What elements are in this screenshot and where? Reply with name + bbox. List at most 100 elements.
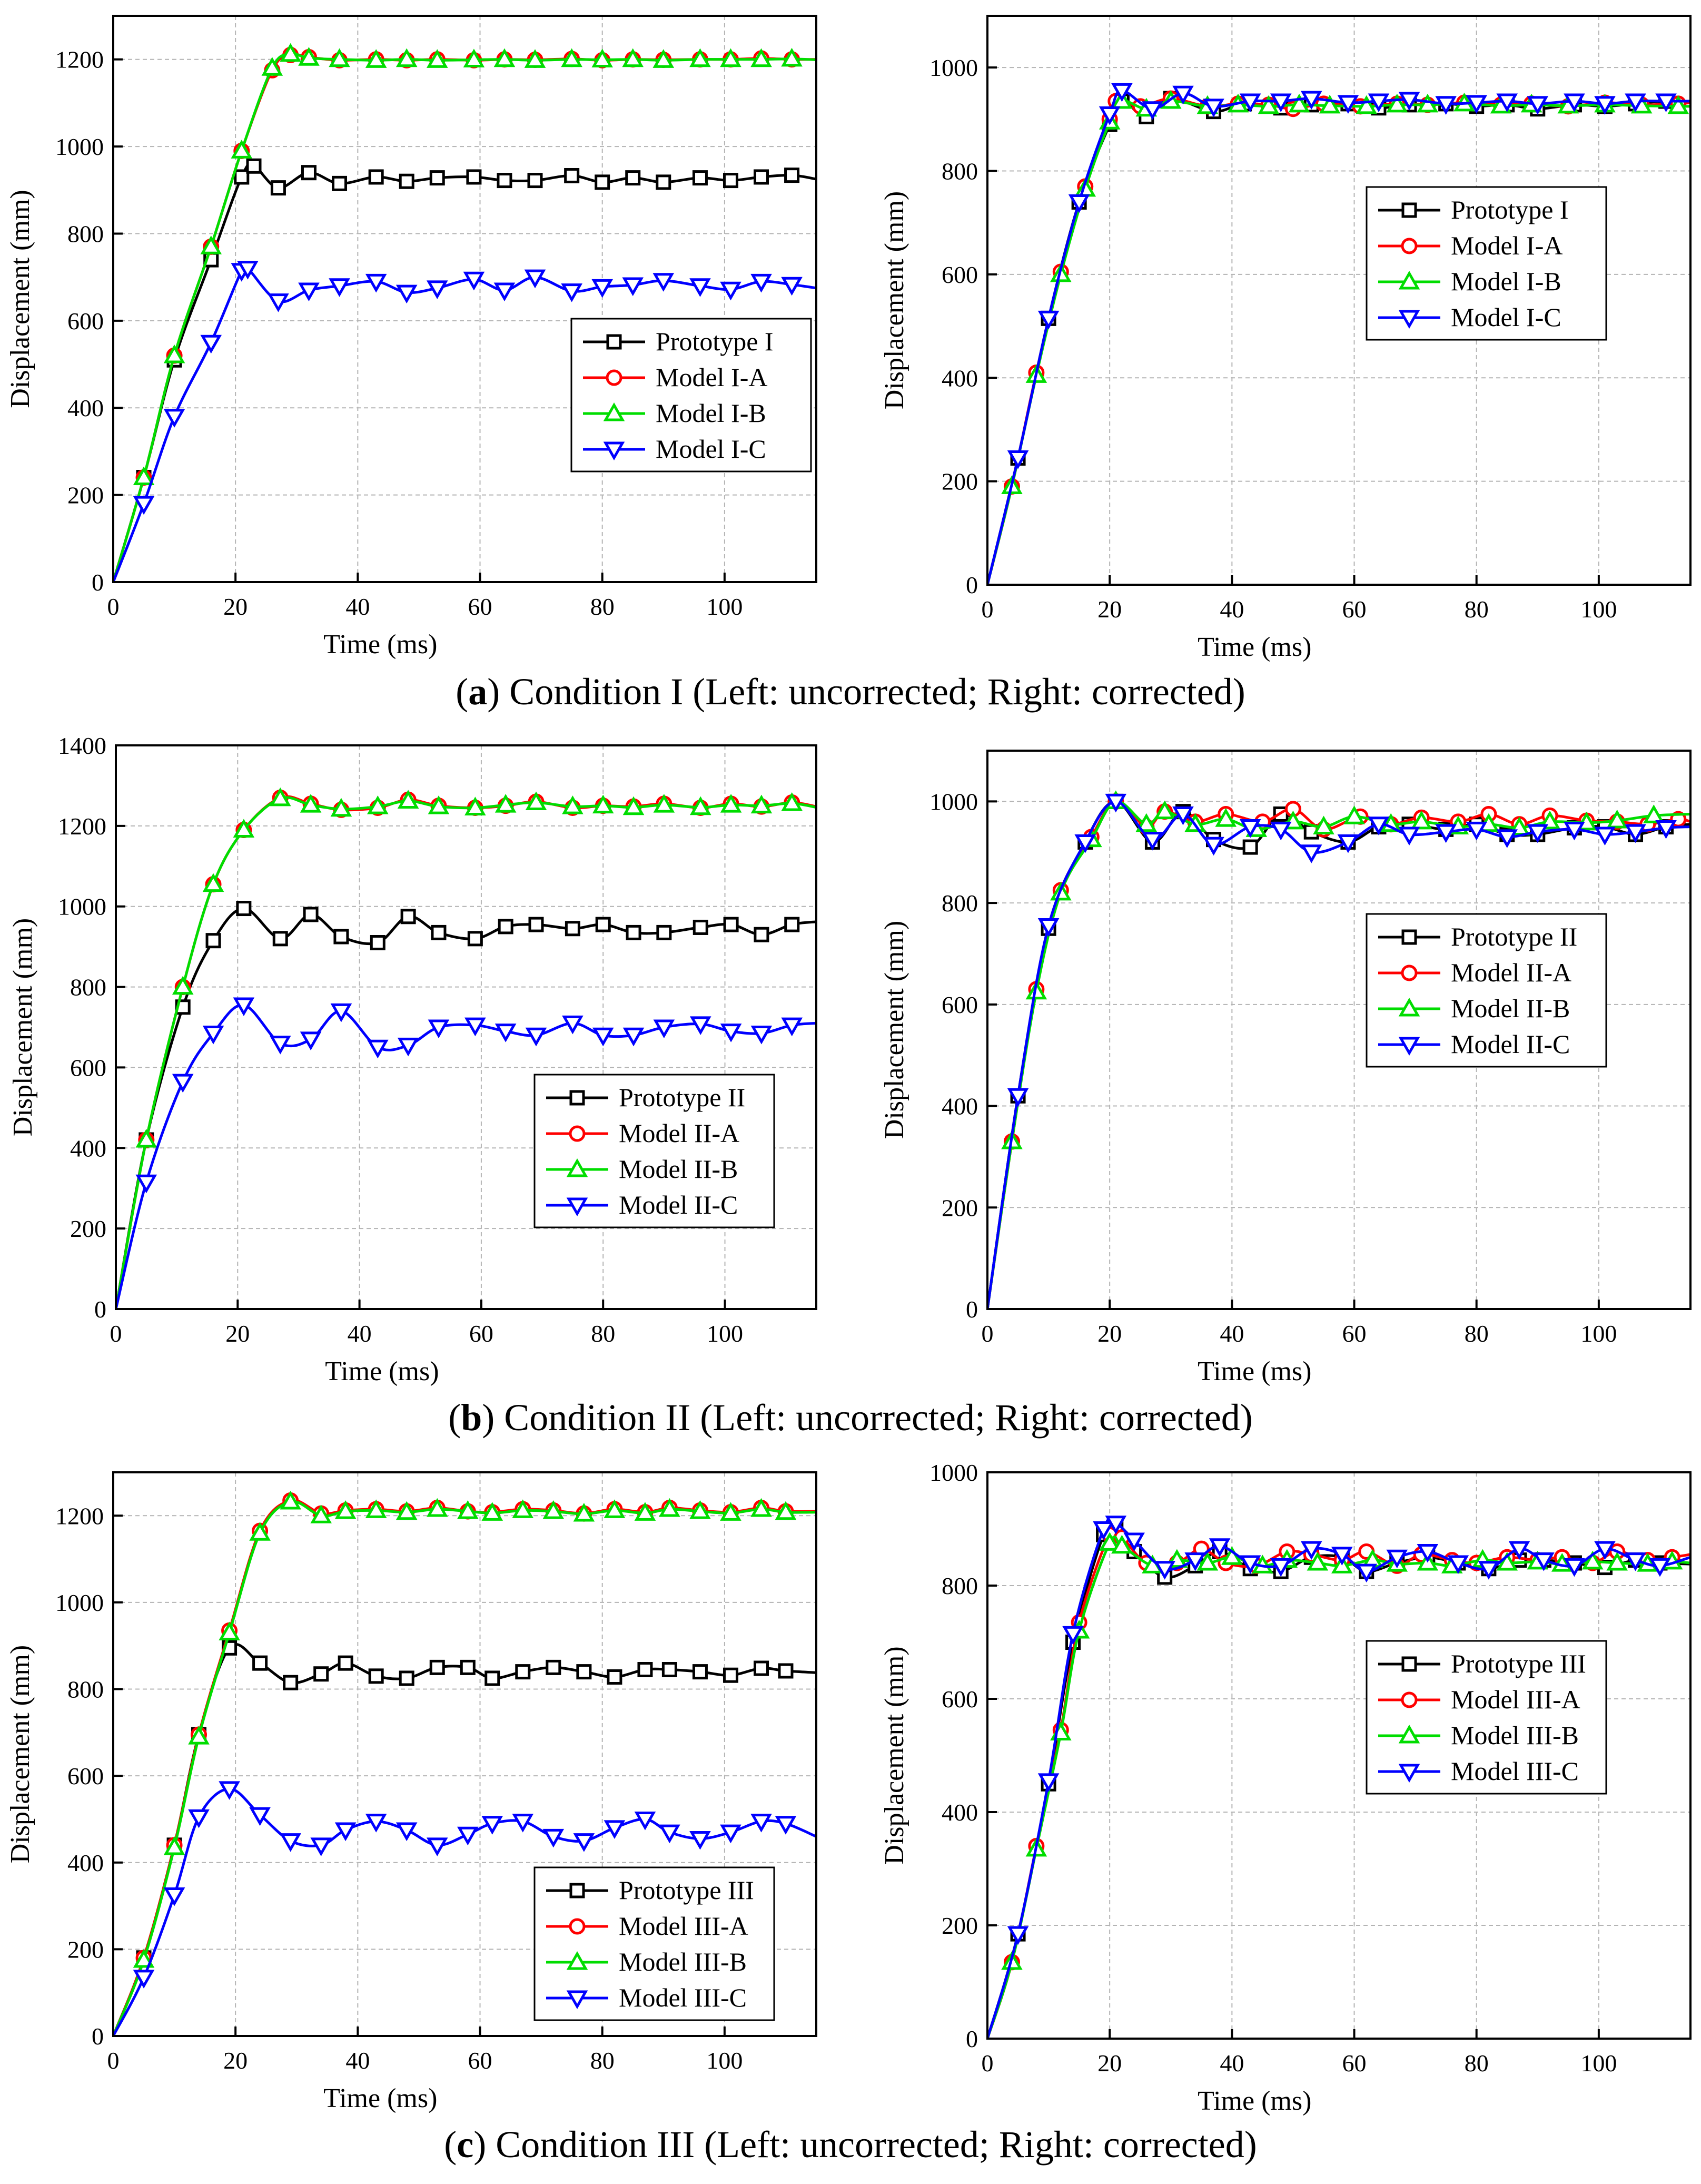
data-point-model_c xyxy=(1564,821,1585,841)
data-point-model_b xyxy=(1606,1551,1628,1571)
legend-label: Prototype II xyxy=(619,1083,745,1112)
data-point-model_c xyxy=(689,1016,711,1035)
chart-panel-b-left: 0 20 40 60 80 1000200400600800100012001400Tim… xyxy=(8,732,817,1386)
data-point-model_b xyxy=(689,1500,711,1519)
data-point-model_c xyxy=(1508,1541,1530,1560)
data-point-model_c xyxy=(219,1781,240,1800)
data-point-model_c xyxy=(542,1828,565,1848)
x-tick-label: 20 xyxy=(1097,596,1122,623)
data-point-model_c xyxy=(1074,834,1096,853)
data-point-model_c xyxy=(775,1816,797,1835)
y-axis-label: Displacement (mm) xyxy=(879,191,909,409)
x-tick-label: 40 xyxy=(348,1320,372,1347)
data-point-prototype xyxy=(338,1655,353,1671)
data-point-model_c xyxy=(1154,1561,1175,1580)
legend-marker xyxy=(1398,1724,1420,1744)
caption-b: (b) Condition II (Left: uncorrected; Rig… xyxy=(448,1396,1253,1439)
data-point-prototype xyxy=(1242,839,1258,855)
y-tick-label: 600 xyxy=(70,1054,106,1081)
data-point-prototype xyxy=(754,927,769,942)
data-point-model_c xyxy=(1300,1541,1322,1560)
data-point-prototype xyxy=(784,168,800,183)
legend-item-model_b: Model I-B xyxy=(583,398,766,428)
plot-frame xyxy=(112,15,817,583)
data-point-prototype xyxy=(637,1662,653,1677)
data-point-model_b xyxy=(1380,813,1402,832)
data-point-model_c xyxy=(1496,829,1518,848)
data-point-model_c xyxy=(329,278,350,297)
data-point-model_c xyxy=(1331,1547,1353,1566)
data-point-model_b xyxy=(781,792,803,811)
data-point-prototype xyxy=(484,1670,500,1686)
x-tick-label: 80 xyxy=(1465,596,1489,623)
data-point-model_b xyxy=(334,1500,357,1519)
data-point-model_b xyxy=(135,1128,157,1148)
data-point-model_b xyxy=(525,791,547,811)
data-point-model_b xyxy=(720,1502,741,1521)
y-tick-label: 200 xyxy=(942,1912,978,1939)
data-point-prototype xyxy=(303,907,319,922)
data-point-model_b xyxy=(493,48,516,67)
data-point-model_b xyxy=(367,795,389,814)
data-point-prototype xyxy=(626,924,641,940)
legend-item-prototype: Prototype III xyxy=(546,1875,754,1905)
data-point-model_c xyxy=(1447,1555,1469,1575)
data-point-model_c xyxy=(269,1036,291,1055)
data-point-model_b xyxy=(457,1500,479,1519)
data-point-prototype xyxy=(723,917,739,932)
data-point-model_b xyxy=(1288,93,1310,113)
series-model_a xyxy=(113,46,816,582)
x-axis-label: Time (ms) xyxy=(323,629,437,660)
data-point-model_c xyxy=(1356,1563,1378,1583)
data-point-model_c xyxy=(1068,194,1090,213)
data-point-model_c xyxy=(1478,1561,1500,1580)
x-tick-label: 80 xyxy=(590,593,615,620)
legend-marker xyxy=(1401,1691,1418,1708)
data-point-model_c xyxy=(1105,793,1127,813)
legend-item-model_b: Model III-B xyxy=(1378,1720,1579,1750)
data-point-model_c xyxy=(1093,1521,1114,1540)
y-tick-label: 1400 xyxy=(58,732,106,759)
data-point-model_b xyxy=(329,48,350,67)
data-point-prototype xyxy=(368,1668,384,1684)
data-point-model_c xyxy=(200,335,222,354)
data-point-model_b xyxy=(1307,1551,1329,1571)
x-tick-label: 60 xyxy=(1342,2050,1367,2077)
x-tick-label: 100 xyxy=(1580,596,1617,623)
y-tick-label: 800 xyxy=(67,220,104,247)
y-axis-label: Displacement (mm) xyxy=(8,918,38,1136)
data-point-prototype xyxy=(234,169,250,185)
y-tick-label: 0 xyxy=(92,2023,104,2050)
data-point-prototype xyxy=(246,158,262,174)
data-point-model_b xyxy=(395,48,418,67)
data-point-model_c xyxy=(249,1807,271,1826)
legend-item-model_c: Model II-C xyxy=(1378,1029,1570,1059)
legend-label: Model II-B xyxy=(619,1154,738,1184)
data-point-model_b xyxy=(1581,1550,1604,1570)
legend-label: Prototype I xyxy=(656,327,774,356)
data-point-model_b xyxy=(249,1522,271,1541)
data-point-model_b xyxy=(495,794,517,813)
data-point-prototype xyxy=(784,917,800,932)
data-point-model_c xyxy=(1368,816,1390,835)
data-point-model_c xyxy=(1527,824,1549,843)
x-tick-label: 60 xyxy=(468,2047,492,2074)
data-point-model_b xyxy=(133,1949,155,1968)
y-axis-label: Displacement (mm) xyxy=(879,1646,909,1864)
data-point-prototype xyxy=(723,1667,738,1683)
y-tick-label: 0 xyxy=(92,569,104,596)
x-tick-label: 100 xyxy=(706,593,743,620)
data-point-model_c xyxy=(365,1814,387,1833)
x-tick-label: 60 xyxy=(469,1320,493,1347)
data-point-model_b xyxy=(428,795,450,814)
data-point-prototype xyxy=(754,169,769,185)
data-point-model_c xyxy=(1123,1532,1145,1552)
data-point-model_c xyxy=(1594,96,1616,115)
data-point-model_c xyxy=(524,269,546,289)
series-model_b xyxy=(113,43,816,582)
data-point-model_b xyxy=(1154,800,1175,820)
data-point-model_b xyxy=(233,819,255,838)
legend-item-prototype: Prototype I xyxy=(583,327,774,356)
data-point-model_b xyxy=(512,1499,534,1518)
